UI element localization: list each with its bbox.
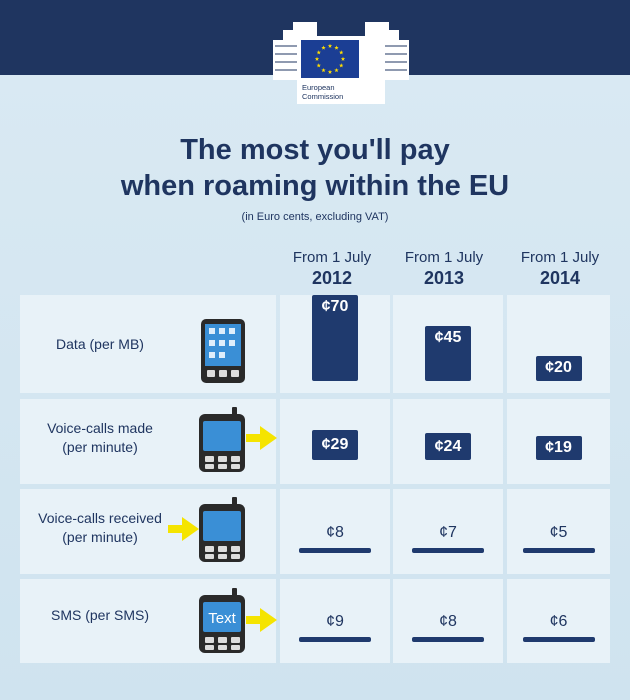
- value-cell: [393, 579, 503, 663]
- row-label-line: (per minute): [62, 438, 138, 455]
- eu-star-icon: [339, 63, 344, 68]
- eu-star-icon: [334, 67, 339, 73]
- data-label: ¢8: [439, 613, 457, 630]
- data-label: ¢6: [549, 613, 568, 630]
- data-bar: [535, 436, 582, 460]
- eu-star-icon: [316, 63, 321, 68]
- data-bar: [522, 637, 595, 642]
- data-label: ¢19: [545, 439, 572, 456]
- eu-star-icon: [334, 45, 339, 50]
- row-label-line: Voice-calls received: [38, 509, 162, 526]
- data-label: ¢70: [321, 298, 349, 315]
- value-cell: [280, 579, 390, 663]
- send-arrow-icon: [246, 607, 278, 638]
- data-label: ¢7: [439, 524, 457, 541]
- data-bar: [412, 548, 484, 553]
- column-header-2013: From 1 July 2013: [404, 249, 484, 288]
- data-bar: [522, 548, 595, 553]
- value-cell: [507, 579, 610, 663]
- eu-star-icon: [340, 56, 346, 61]
- european-commission-logo: European Commission: [271, 8, 411, 104]
- value-cell: [280, 489, 390, 574]
- value-cell: [393, 489, 503, 574]
- data-label: ¢5: [549, 524, 568, 541]
- data-bar: [425, 325, 471, 381]
- column-header-2014: From 1 July 2014: [520, 249, 600, 288]
- row-label: Voice-calls received (per minute): [20, 509, 180, 547]
- title-line-2: when roaming within the EU: [120, 170, 510, 202]
- row-label-line: Data (per MB): [56, 335, 144, 352]
- data-label: ¢8: [326, 524, 344, 541]
- eu-star-icon: [321, 67, 326, 73]
- outgoing-arrow-icon: [246, 425, 278, 456]
- row-label-line: SMS (per SMS): [50, 606, 149, 623]
- svg-text:Commission: Commission: [302, 92, 343, 101]
- data-label: ¢45: [434, 328, 462, 346]
- data-bar: [425, 433, 471, 460]
- row-label: Data (per MB): [20, 335, 180, 354]
- row-label-line: Voice-calls made: [47, 419, 153, 436]
- mobile-phone-outgoing-icon: [198, 407, 246, 478]
- data-bar: [312, 295, 358, 381]
- data-bar: [535, 356, 582, 381]
- row-label: SMS (per SMS): [20, 606, 180, 625]
- data-bar: [299, 637, 371, 642]
- incoming-arrow-icon: [168, 516, 200, 547]
- data-label: ¢29: [321, 436, 349, 453]
- column-header-2012: From 1 July 2012: [292, 249, 372, 288]
- data-bar: [299, 548, 371, 553]
- title-line-1: The most you'll pay: [180, 134, 450, 166]
- eu-star-icon: [327, 43, 333, 48]
- data-bar: [312, 430, 358, 460]
- svg-text:European: European: [302, 83, 335, 92]
- data-label: ¢9: [326, 613, 344, 630]
- eu-star-icon: [316, 50, 321, 55]
- eu-star-icon: [314, 56, 320, 61]
- data-bar: [412, 637, 484, 642]
- value-cell: [507, 489, 610, 574]
- row-label-line: (per minute): [62, 528, 138, 545]
- mobile-phone-incoming-icon: [198, 497, 246, 568]
- subtitle: (in Euro cents, excluding VAT): [241, 211, 389, 223]
- row-label: Voice-calls made (per minute): [20, 419, 180, 457]
- smartphone-icon: [200, 318, 246, 389]
- data-label: ¢24: [434, 437, 462, 455]
- svg-text:Text: Text: [208, 610, 236, 627]
- eu-star-icon: [327, 69, 333, 74]
- eu-star-icon: [321, 45, 326, 50]
- sms-phone-icon: Text: [198, 588, 246, 659]
- data-label: ¢20: [545, 359, 572, 377]
- eu-star-icon: [339, 50, 344, 55]
